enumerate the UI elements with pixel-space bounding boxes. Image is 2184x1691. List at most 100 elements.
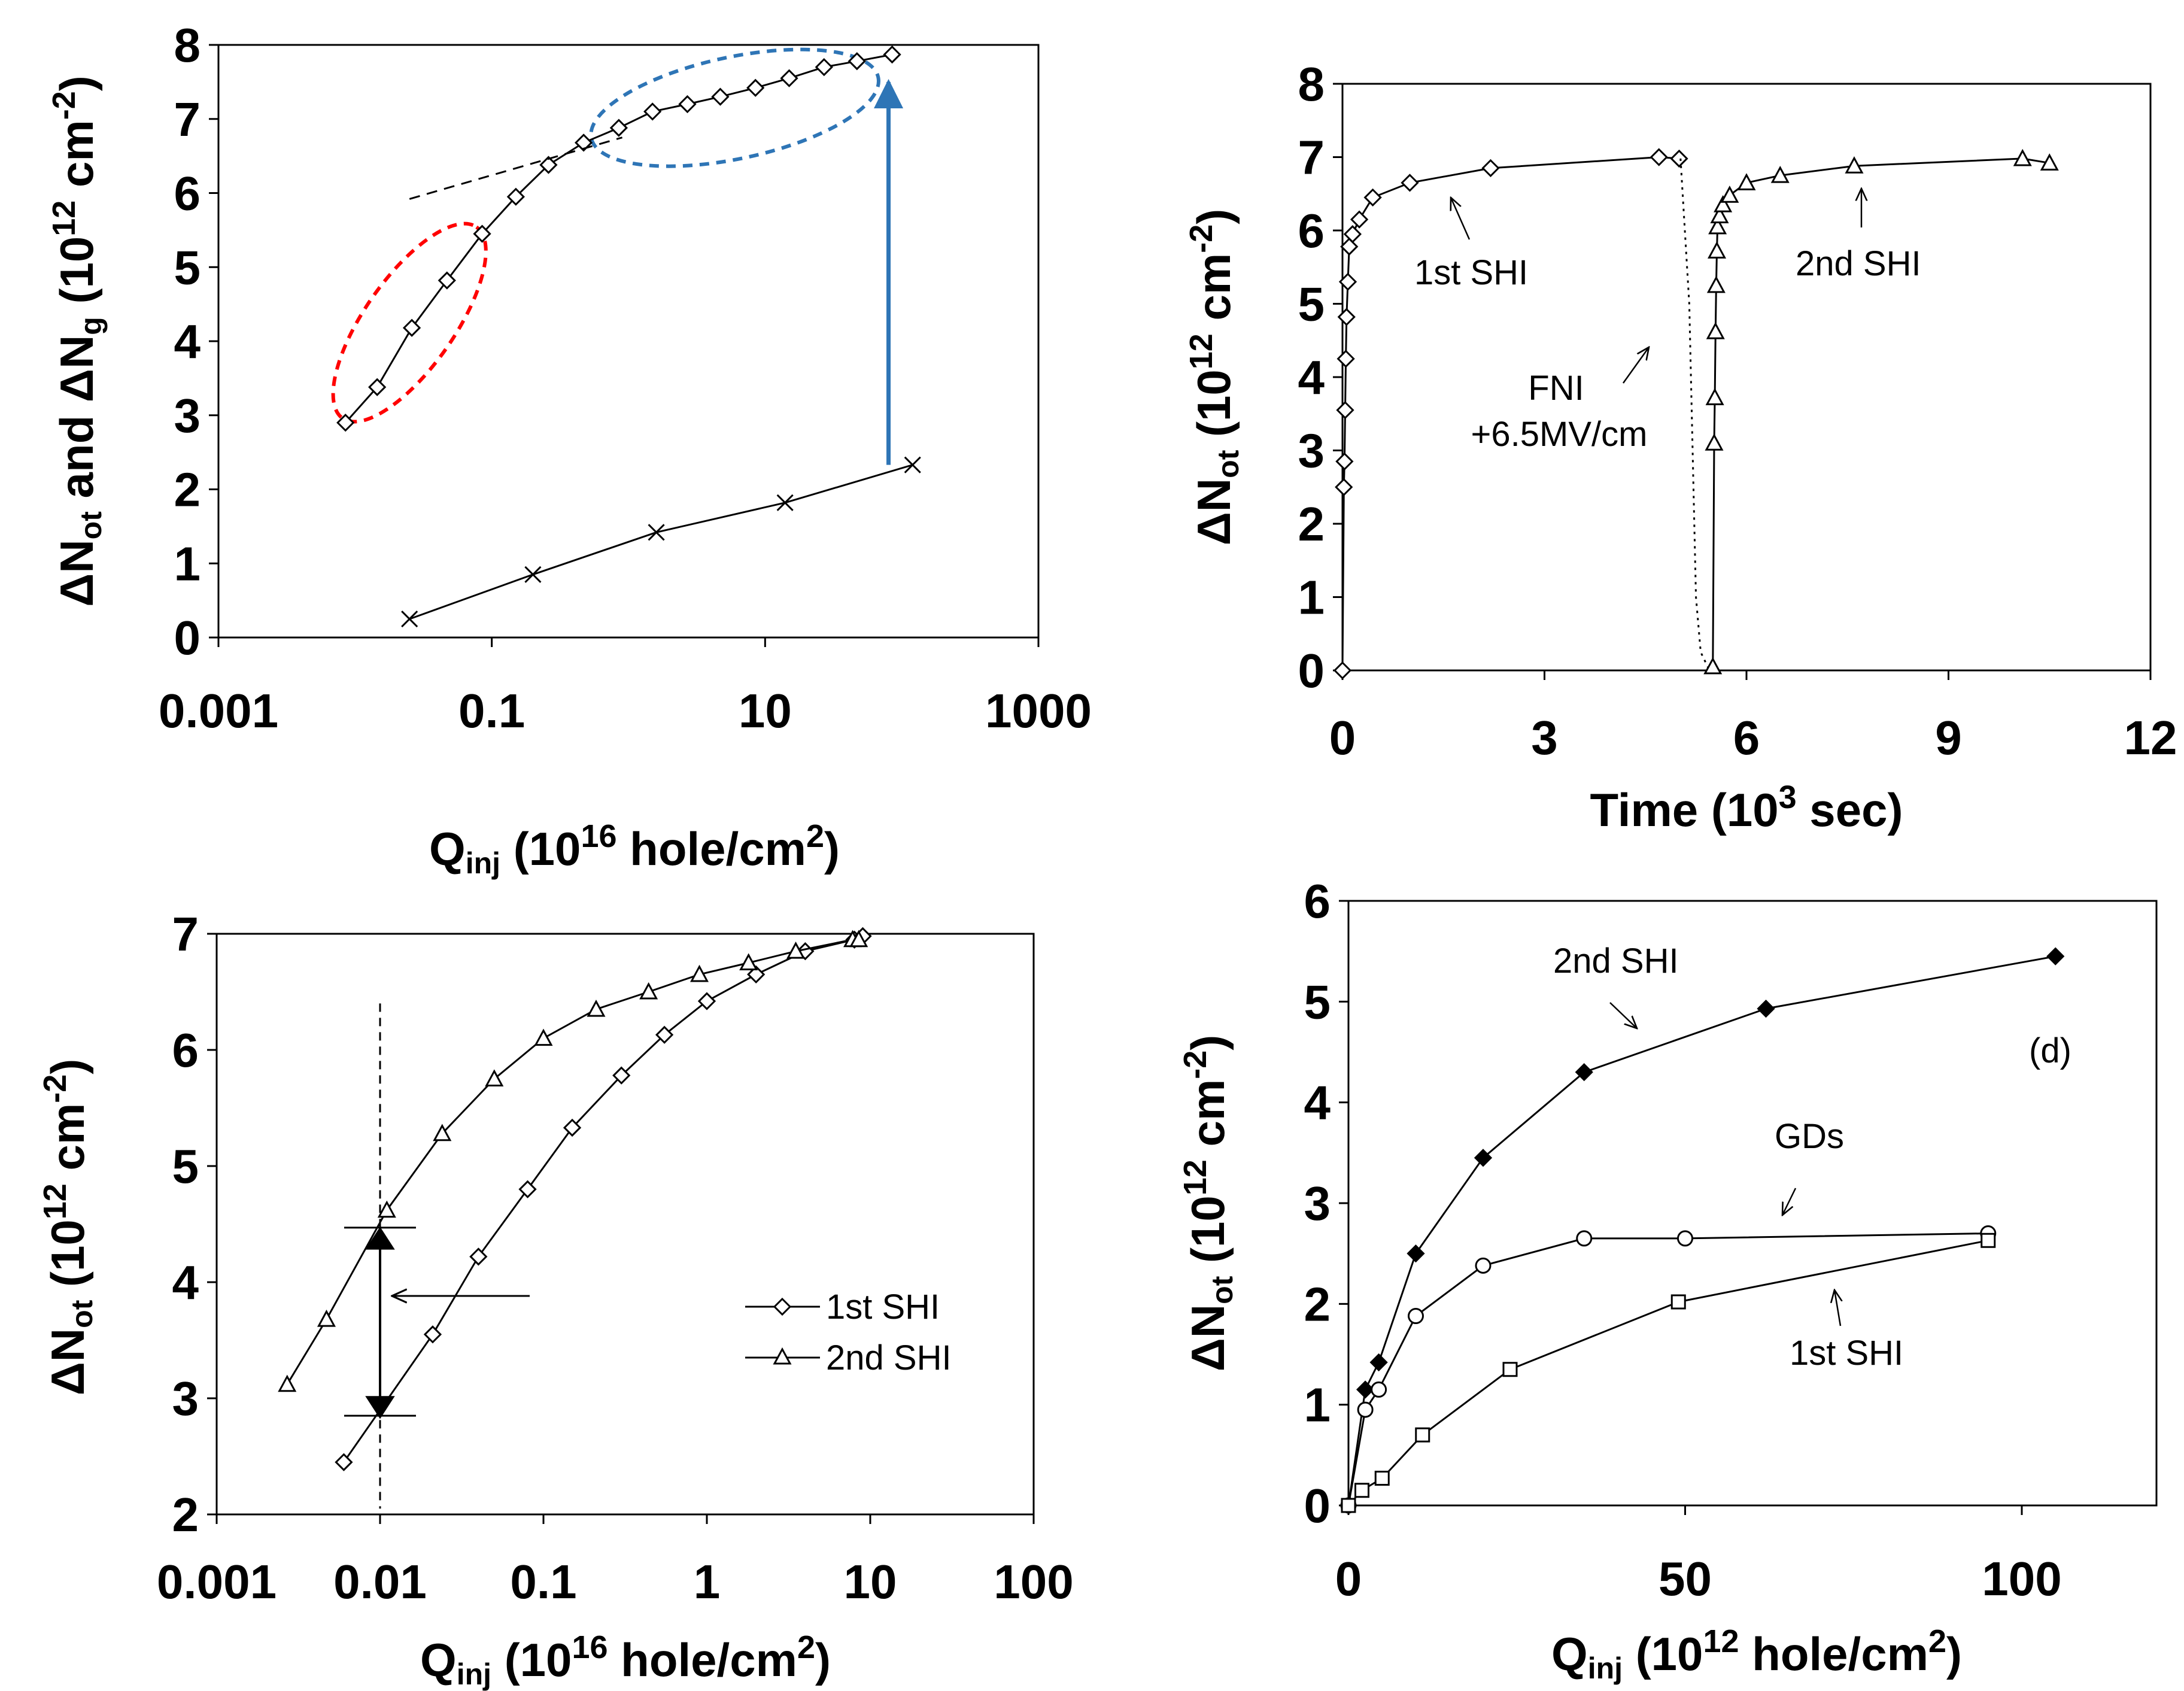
point-2nd-shi (1770, 165, 1790, 183)
y-tick-label: 6 (172, 1024, 199, 1077)
x-tick-label: 0.1 (458, 684, 525, 737)
chart-b-series (1333, 148, 2059, 680)
legend-1st-marker (773, 1297, 792, 1316)
x-tick-label: 100 (994, 1555, 1073, 1608)
series-line-1st-shi (1341, 156, 1679, 671)
point-1st-shi (1670, 149, 1688, 168)
x-marker-stroke (401, 611, 418, 628)
point-1st-shi (1650, 148, 1668, 166)
point--not (815, 58, 833, 77)
point-gds (1475, 1257, 1492, 1274)
point-2nd-shi (1757, 999, 1775, 1018)
chart-a-red-ellipse (331, 221, 488, 424)
chart-d-panel-label: (d) (2029, 1031, 2071, 1070)
series-line-2nd-shi (1347, 955, 2056, 1506)
y-tick-label: 7 (1298, 131, 1325, 184)
chart-c-ylabel: ΔNot (1012 cm-2) (37, 1059, 99, 1396)
point-2nd-shi (786, 941, 806, 959)
point--not (575, 133, 593, 152)
point-2nd-shi (278, 1374, 297, 1392)
x-tick-label: 0.001 (159, 684, 278, 737)
chart-a-ticks: 0 1 2 3 4 5 6 7 8 0.001 0.1 10 1000 (159, 19, 1092, 737)
point-gds (1576, 1230, 1593, 1247)
chart-d-ticks: 0 1 2 3 4 5 6 0 50 100 (1304, 875, 2062, 1605)
series-line-extrapolation (409, 136, 623, 200)
point-1st-shi (1335, 452, 1354, 470)
chart-d-arrow-2nd-shi (1609, 1002, 1637, 1028)
point-1st-shi (1340, 237, 1359, 256)
point-1st-shi (1981, 1232, 1996, 1248)
y-tick-label: 8 (174, 19, 201, 72)
chart-d-arrow-1st-shi (1834, 1290, 1840, 1326)
point--not (678, 95, 697, 114)
chart-d-arrow-gds (1782, 1188, 1797, 1215)
y-tick-label: 6 (1304, 875, 1331, 928)
y-tick-label: 5 (1304, 975, 1331, 1028)
point-1st-shi (335, 1453, 353, 1471)
point-2nd-shi (1703, 657, 1723, 675)
point-2nd-shi (1407, 1244, 1425, 1263)
y-tick-label: 3 (1298, 424, 1325, 478)
point-2nd-shi (587, 999, 606, 1017)
point-2nd-shi (1710, 206, 1729, 224)
point--ng (401, 611, 418, 628)
point-1st-shi (1333, 661, 1352, 680)
y-tick-label: 1 (1304, 1379, 1331, 1432)
x-tick-label: 1 (694, 1555, 721, 1608)
point-1st-shi (1354, 1483, 1369, 1498)
point-2nd-shi (1720, 186, 1739, 203)
y-tick-label: 7 (172, 907, 199, 961)
point-2nd-shi (1705, 388, 1724, 405)
x-tick-label: 0.1 (510, 1555, 576, 1608)
series-line-2nd-shi (1712, 157, 2050, 667)
x-marker-stroke (776, 494, 794, 511)
series-line-1st-shi (343, 935, 864, 1463)
point-2nd-shi (739, 953, 758, 971)
series-line--not (345, 53, 892, 424)
point-1st-shi (469, 1247, 488, 1266)
point-2nd-shi (849, 930, 868, 948)
y-tick-label: 3 (172, 1372, 199, 1425)
x-tick-label: 10 (739, 684, 792, 737)
point-2nd-shi (1714, 195, 1733, 212)
point--not (336, 414, 355, 432)
y-tick-label: 2 (174, 463, 201, 517)
point-1st-shi (518, 1180, 537, 1198)
chart-d-series (1339, 947, 2065, 1515)
point-2nd-shi (1706, 321, 1725, 339)
point-1st-shi (697, 992, 716, 1010)
y-tick-label: 3 (174, 389, 201, 442)
legend-2nd-label: 2nd SHI (826, 1338, 952, 1377)
chart-b-arrow-1st-shi (1451, 198, 1471, 240)
y-tick-label: 6 (174, 167, 201, 220)
point-2nd-shi (1474, 1149, 1493, 1167)
chart-d-label-1st-shi: 1st SHI (1790, 1334, 1903, 1373)
point-1st-shi (1481, 159, 1500, 177)
y-tick-label: 2 (1298, 497, 1325, 551)
chart-a-plot-area (217, 44, 1040, 639)
point--ng (648, 524, 665, 541)
point-1st-shi (1350, 210, 1369, 229)
chart-c-xlabel: Qinj (1016 hole/cm2) (420, 1629, 831, 1691)
point-2nd-shi (1369, 1353, 1388, 1372)
x-tick-label: 3 (1531, 711, 1558, 764)
y-tick-label: 4 (1298, 351, 1325, 404)
x-tick-label: 0.001 (157, 1555, 277, 1608)
point--not (746, 78, 765, 97)
y-tick-label: 4 (174, 315, 201, 368)
point--ng (904, 456, 921, 473)
point-2nd-shi (377, 1200, 396, 1218)
point-2nd-shi (485, 1069, 504, 1087)
series-line--ng (409, 464, 913, 620)
point-1st-shi (1335, 478, 1353, 496)
point-1st-shi (1343, 225, 1362, 244)
point--ng (776, 494, 794, 511)
y-tick-label: 3 (1304, 1177, 1331, 1230)
x-tick-label: 9 (1935, 711, 1962, 764)
point-gds (1357, 1401, 1374, 1418)
point--not (711, 87, 730, 106)
legend-1st-label: 1st SHI (826, 1288, 940, 1326)
point-2nd-shi (1356, 1380, 1375, 1399)
